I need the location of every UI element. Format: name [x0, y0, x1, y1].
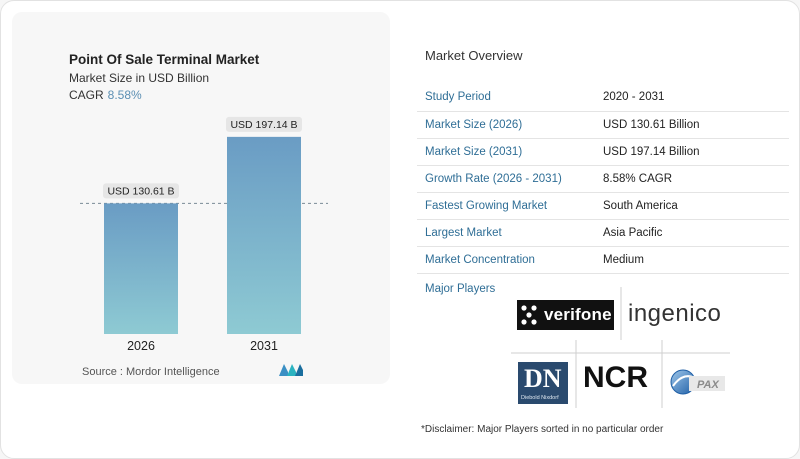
- row-value: USD 130.61 Billion: [595, 111, 789, 139]
- row-key: Study Period: [417, 84, 595, 112]
- bar-2026: [104, 203, 178, 334]
- cagr-label: CAGR: [69, 88, 104, 102]
- pax-logo: PAX: [670, 369, 725, 395]
- cagr-value: 8.58%: [107, 88, 142, 102]
- verifone-wordmark: verifone: [544, 305, 612, 324]
- table-row: Largest Market Asia Pacific: [417, 219, 789, 247]
- dn-mark: DN: [524, 364, 562, 393]
- table-row: Fastest Growing Market South America: [417, 192, 789, 220]
- major-players-label: Major Players: [425, 283, 496, 295]
- data-label: USD 197.14 B: [230, 119, 297, 131]
- row-key: Fastest Growing Market: [417, 192, 595, 220]
- table-row: Market Size (2031) USD 197.14 Billion: [417, 138, 789, 166]
- row-value: Medium: [595, 246, 789, 274]
- dn-text: Diebold Nixdorf: [521, 395, 559, 401]
- row-key: Market Size (2026): [417, 111, 595, 139]
- verifone-mark-icon: [521, 305, 537, 325]
- data-label-box: [103, 183, 179, 199]
- x-tick-label: 2026: [127, 339, 155, 353]
- table-row: Market Concentration Medium: [417, 246, 789, 274]
- row-value: South America: [595, 192, 789, 220]
- data-label-box: [226, 116, 302, 132]
- x-tick-label: 2031: [250, 339, 278, 353]
- table-row: Growth Rate (2026 - 2031) 8.58% CAGR: [417, 165, 789, 193]
- table-row: Market Size (2026) USD 130.61 Billion: [417, 111, 789, 139]
- row-key: Largest Market: [417, 219, 595, 247]
- ingenico-logo: ingenico: [628, 300, 722, 327]
- bar-2031: [227, 136, 301, 334]
- row-key: Growth Rate (2026 - 2031): [417, 165, 595, 193]
- ncr-logo: NCR: [583, 361, 648, 394]
- table-row: Study Period 2020 - 2031: [417, 84, 789, 112]
- mordor-logo-icon: [279, 364, 303, 376]
- cagr: CAGR 8.58%: [69, 88, 142, 102]
- row-value: 2020 - 2031: [595, 84, 789, 112]
- data-label: USD 130.61 B: [107, 185, 174, 197]
- row-value: 8.58% CAGR: [595, 165, 789, 193]
- row-value: USD 197.14 Billion: [595, 138, 789, 166]
- diebold-nixdorf-logo: DN Diebold Nixdorf: [518, 362, 568, 404]
- row-key: Market Concentration: [417, 246, 595, 274]
- row-value: Asia Pacific: [595, 219, 789, 247]
- chart-card: [12, 12, 390, 384]
- overview-title: Market Overview: [425, 48, 523, 63]
- source-text: Source : Mordor Intelligence: [82, 366, 220, 378]
- row-key: Market Size (2031): [417, 138, 595, 166]
- chart-subtitle: Market Size in USD Billion: [69, 71, 210, 85]
- chart-title: Point Of Sale Terminal Market: [69, 52, 260, 67]
- bar-chart: USD 130.61 B 2026 USD 197.14 B 2031: [80, 116, 328, 353]
- overview-table: Study Period 2020 - 2031 Market Size (20…: [417, 84, 789, 274]
- pax-wordmark: PAX: [697, 379, 719, 391]
- disclaimer: *Disclaimer: Major Players sorted in no …: [421, 424, 664, 435]
- verifone-logo: verifone: [517, 300, 614, 330]
